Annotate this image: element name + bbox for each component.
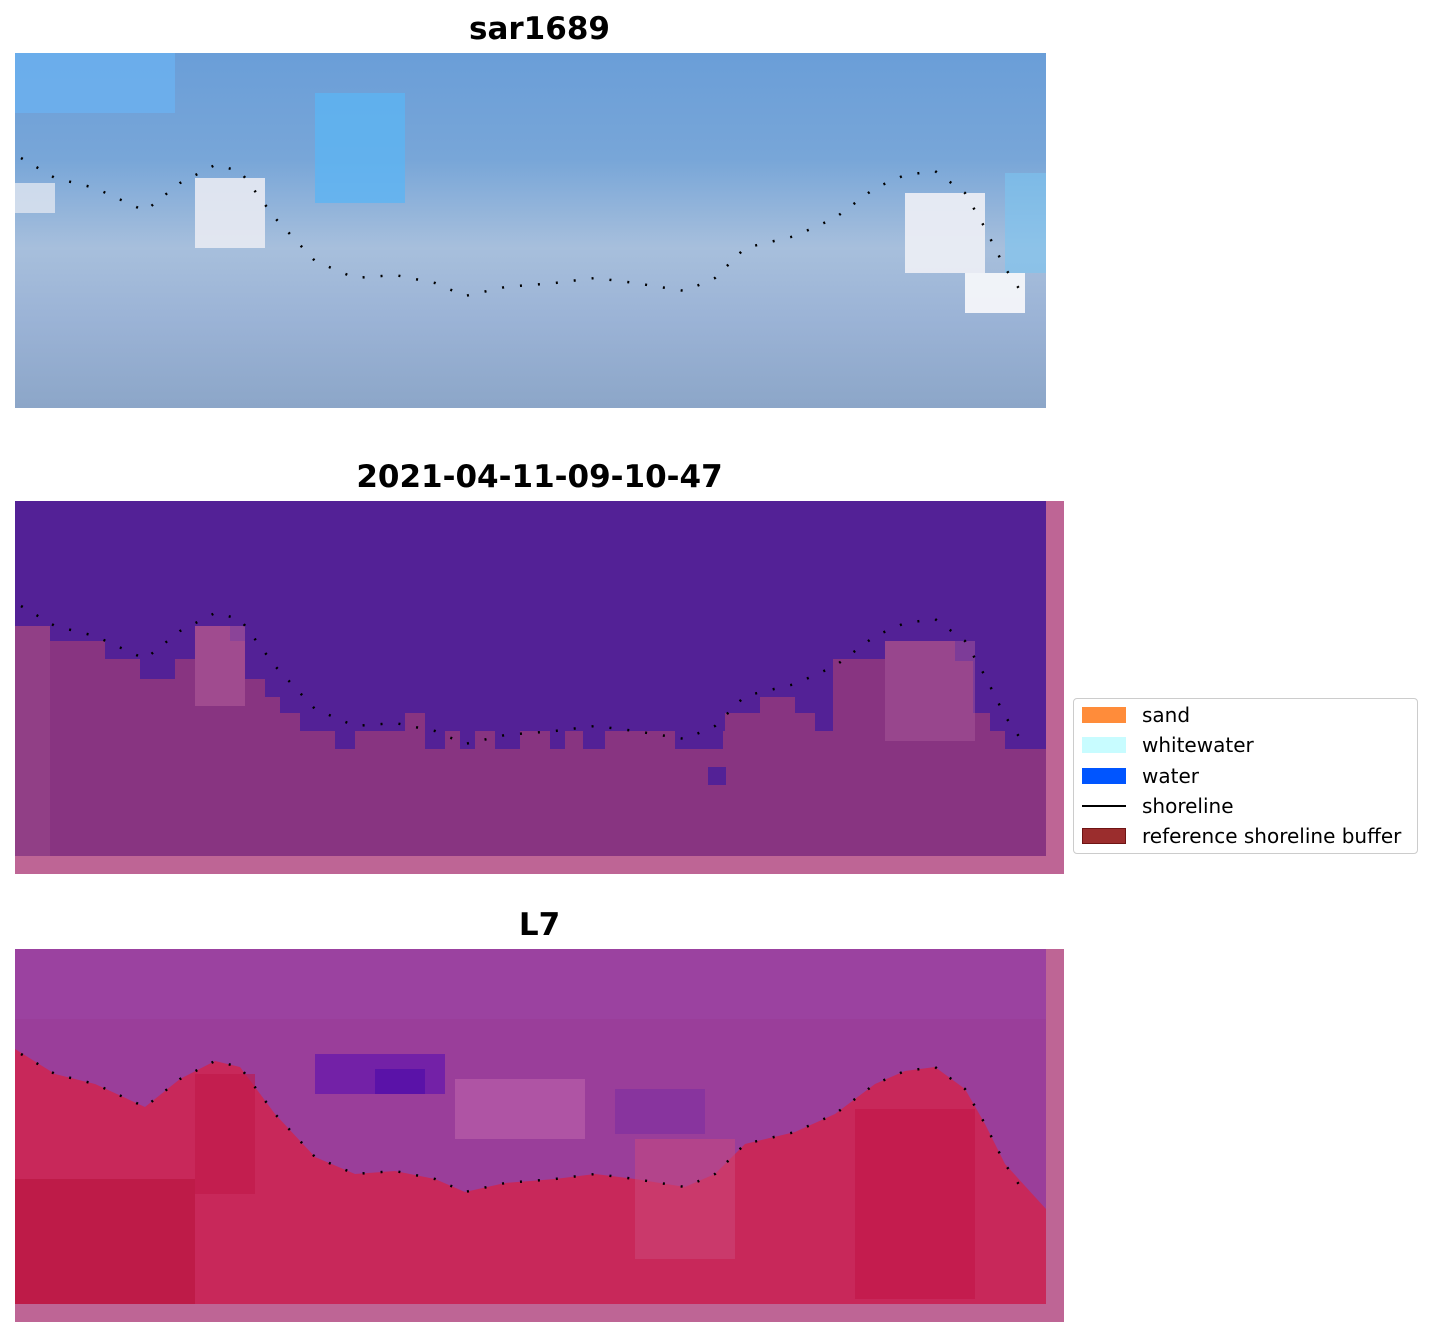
legend-item-shoreline: shoreline xyxy=(1082,794,1234,818)
index-image xyxy=(15,949,1064,1322)
classification-image xyxy=(15,501,1064,874)
legend-line-shoreline xyxy=(1082,805,1126,807)
legend-label: reference shoreline buffer xyxy=(1142,824,1402,848)
legend-swatch-whitewater xyxy=(1082,737,1126,753)
legend-swatch-sand xyxy=(1082,707,1126,723)
legend: sand whitewater water shoreline referenc… xyxy=(1073,698,1418,854)
legend-label: sand xyxy=(1142,703,1191,727)
legend-item-whitewater: whitewater xyxy=(1082,733,1254,757)
legend-swatch-water xyxy=(1082,768,1126,784)
legend-item-sand: sand xyxy=(1082,703,1191,727)
panel-title-sensor: L7 xyxy=(518,907,561,943)
legend-swatch-reference-buffer xyxy=(1082,828,1126,844)
panel-title-classification: 2021-04-11-09-10-47 xyxy=(356,459,723,495)
panel-title-rgb: sar1689 xyxy=(469,11,610,47)
legend-label: water xyxy=(1142,764,1199,788)
legend-item-water: water xyxy=(1082,764,1199,788)
satellite-rgb-image xyxy=(15,53,1046,408)
legend-item-reference-buffer: reference shoreline buffer xyxy=(1082,824,1402,848)
legend-label: shoreline xyxy=(1142,794,1234,818)
legend-label: whitewater xyxy=(1142,733,1254,757)
